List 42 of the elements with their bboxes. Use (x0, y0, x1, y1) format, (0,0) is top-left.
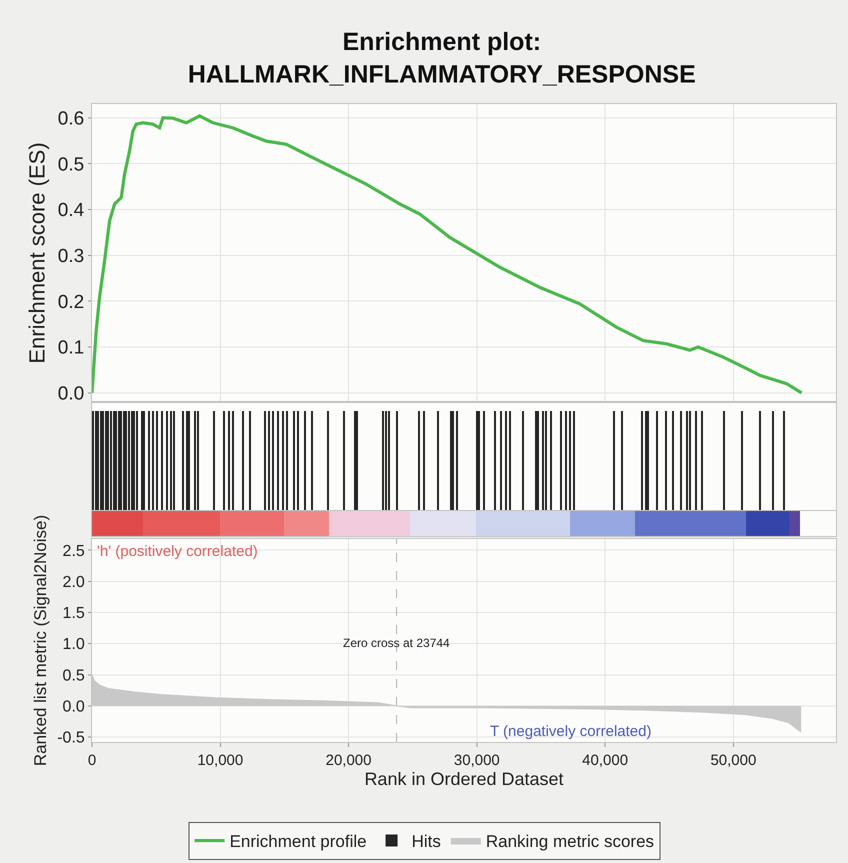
x-tick-label: 40,000 (582, 752, 628, 769)
chart-title: Enrichment plot: HALLMARK_INFLAMMATORY_RESPONSE (188, 28, 696, 88)
y-axis-title: Enrichment score (ES) (24, 142, 50, 364)
annotation: T (negatively correlated) (490, 723, 652, 740)
bar (635, 511, 746, 536)
x-tick-label: 10,000 (197, 752, 244, 769)
y-axis-title: Ranked list metric (Signal2Noise) (30, 514, 50, 766)
y-tick-label: 2.0 (62, 574, 85, 591)
bar (476, 511, 570, 536)
bar (284, 511, 329, 536)
bar (92, 511, 143, 536)
x-tick-label: 50,000 (710, 752, 756, 769)
ref-line-label: Zero cross at 23744 (343, 636, 450, 650)
x-axis-title: Rank in Ordered Dataset (364, 769, 564, 790)
y-tick-label: 0.3 (58, 246, 84, 267)
y-tick-label: 0.5 (58, 154, 84, 176)
line-series (92, 114, 804, 394)
legend-label: Enrichment profile (230, 832, 367, 852)
y-tick-label: 0.5 (62, 667, 85, 684)
x-tick-label: 30,000 (454, 752, 500, 769)
y-tick-label: 2.5 (62, 542, 85, 560)
bar (410, 511, 476, 536)
y-tick-label: 0.6 (58, 108, 84, 130)
bar (220, 511, 284, 536)
bar (329, 511, 410, 536)
legend-label: Ranking metric scores (486, 832, 654, 852)
y-tick-label: 1.5 (62, 605, 85, 622)
y-tick-label: 0.0 (62, 698, 85, 716)
legend-label: Hits (412, 832, 441, 852)
annotation: 'h' (positively correlated) (97, 543, 258, 560)
bar (789, 511, 800, 536)
bar (570, 511, 635, 536)
y-tick-label: 1.0 (62, 636, 85, 654)
y-tick-label: 0.0 (58, 383, 84, 404)
y-tick-label: -0.5 (57, 730, 85, 747)
y-tick-label: 0.2 (58, 292, 84, 313)
x-tick-label: 0 (88, 752, 96, 769)
y-tick-label: 0.4 (58, 200, 85, 222)
y-tick-label: 0.1 (58, 338, 84, 359)
bar (746, 511, 789, 536)
x-tick-label: 20,000 (326, 752, 372, 769)
bar (143, 511, 220, 536)
